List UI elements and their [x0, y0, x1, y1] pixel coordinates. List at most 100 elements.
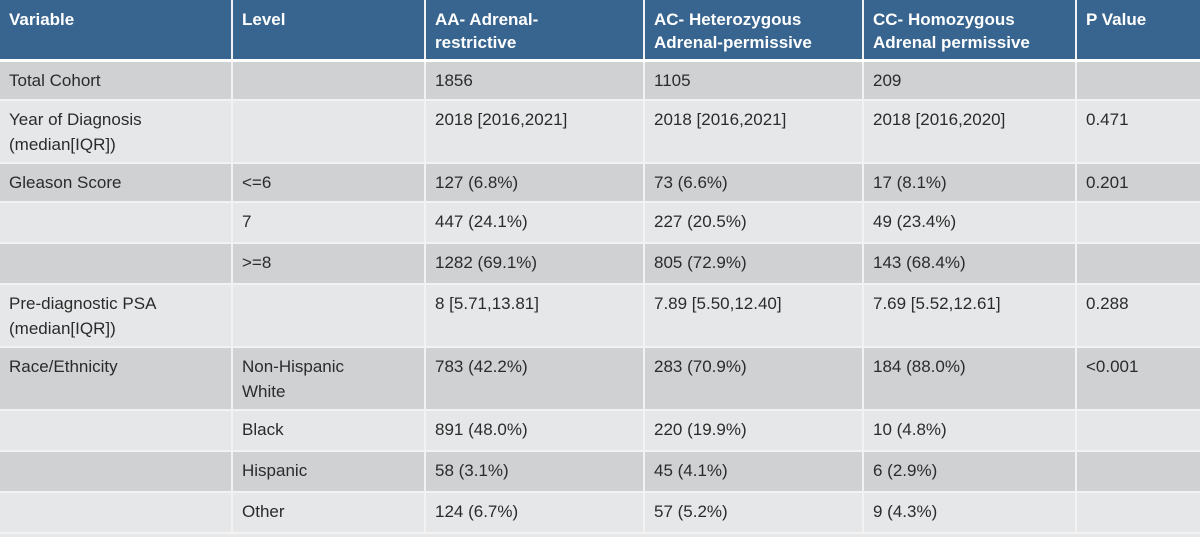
cell-level	[232, 60, 426, 101]
cell-variable	[0, 201, 233, 244]
cell-text: 2018 [2016,2021]	[654, 109, 787, 129]
cell-text: Other	[242, 501, 285, 521]
table-row: Hispanic 58 (3.1%) 45 (4.1%) 6 (2.9%)	[0, 450, 1200, 493]
cell-aa-adrenal-restrictive: 891 (48.0%)	[425, 409, 645, 452]
cell-variable: Year of Diagnosis (median[IQR])	[0, 99, 233, 164]
cell-cc-homozygous: 184 (88.0%)	[863, 346, 1077, 411]
cell-variable: Race/Ethnicity	[0, 346, 233, 411]
cell-text: <=6	[242, 172, 272, 192]
cell-text: 57 (5.2%)	[654, 501, 728, 521]
cell-text: 7	[242, 211, 252, 231]
table-row: Race/Ethnicity Non-Hispanic White 783 (42.2…	[0, 346, 1200, 411]
cell-aa-adrenal-restrictive: 58 (3.1%)	[425, 450, 645, 493]
column-header-line: P Value	[1086, 10, 1147, 29]
cell-cc-homozygous: 2018 [2016,2020]	[863, 99, 1077, 164]
cell-cc-homozygous: 17 (8.1%)	[863, 162, 1077, 203]
cell-text: 184 (88.0%)	[873, 356, 966, 376]
cell-text: Total Cohort	[9, 71, 101, 90]
cell-text: 7.69 [5.52,12.61]	[873, 293, 1001, 313]
cell-ac-heterozygous: 73 (6.6%)	[644, 162, 864, 203]
table-row: Black 891 (48.0%) 220 (19.9%) 10 (4.8%)	[0, 409, 1200, 452]
cell-text: 124 (6.7%)	[435, 501, 519, 521]
cell-p-value: 0.201	[1076, 162, 1200, 203]
column-header-line: Adrenal-permissive	[654, 33, 812, 52]
cell-text: 7.89 [5.50,12.40]	[654, 293, 782, 313]
cell-text: 73 (6.6%)	[654, 172, 728, 192]
cell-aa-adrenal-restrictive: 124 (6.7%)	[425, 491, 645, 534]
cell-level: Hispanic	[232, 450, 426, 493]
column-header-ac-heterozygous: AC- Heterozygous Adrenal-permissive	[644, 0, 864, 62]
table-row: Gleason Score <=6 127 (6.8%) 73 (6.6%) 17 (8…	[0, 162, 1200, 203]
cell-text: 209	[873, 71, 902, 90]
cell-ac-heterozygous: 7.89 [5.50,12.40]	[644, 283, 864, 348]
column-header-line: AC- Heterozygous	[654, 10, 802, 29]
cell-p-value: 0.471	[1076, 99, 1200, 164]
cell-p-value	[1076, 491, 1200, 534]
cell-aa-adrenal-restrictive: 127 (6.8%)	[425, 162, 645, 203]
cell-text: 891 (48.0%)	[435, 419, 528, 439]
cell-text: 805 (72.9%)	[654, 252, 747, 272]
cell-text: 447 (24.1%)	[435, 211, 528, 231]
cell-text: 45 (4.1%)	[654, 460, 728, 480]
cell-level: 7	[232, 201, 426, 244]
column-header-line: Adrenal permissive	[873, 33, 1030, 52]
column-header-variable: Variable	[0, 0, 233, 62]
cell-text: 6 (2.9%)	[873, 460, 938, 480]
cell-variable: Pre-diagnostic PSA (median[IQR])	[0, 283, 233, 348]
cell-text: 49 (23.4%)	[873, 211, 957, 231]
cell-text: 17 (8.1%)	[873, 172, 947, 192]
cell-text: 227 (20.5%)	[654, 211, 747, 231]
column-header-line: restrictive	[435, 33, 517, 52]
cell-variable	[0, 450, 233, 493]
cell-level: Other	[232, 491, 426, 534]
cell-text: Non-Hispanic	[242, 356, 345, 376]
header-row: Variable Level AA- Adrenal-restrictive AC- …	[0, 0, 1200, 62]
cell-text: White	[242, 381, 286, 401]
cell-text: 143 (68.4%)	[873, 252, 966, 272]
cell-text: Gleason Score	[9, 172, 122, 192]
cell-text: Race/Ethnicity	[9, 356, 118, 376]
cell-text: 1856	[435, 71, 473, 90]
cell-aa-adrenal-restrictive: 447 (24.1%)	[425, 201, 645, 244]
cell-ac-heterozygous: 220 (19.9%)	[644, 409, 864, 452]
table-row: Total Cohort 1856 1105 209	[0, 60, 1200, 101]
cell-text: 0.471	[1086, 109, 1129, 129]
cell-p-value	[1076, 450, 1200, 493]
cell-text: 1282 (69.1%)	[435, 252, 538, 272]
cell-text: 10 (4.8%)	[873, 419, 947, 439]
cell-aa-adrenal-restrictive: 8 [5.71,13.81]	[425, 283, 645, 348]
cell-ac-heterozygous: 45 (4.1%)	[644, 450, 864, 493]
table-row: 7 447 (24.1%) 227 (20.5%) 49 (23.4%)	[0, 201, 1200, 244]
cell-text: 58 (3.1%)	[435, 460, 509, 480]
table-body: Total Cohort 1856 1105 209 Year of Diagnosis…	[0, 60, 1200, 534]
cell-level: >=8	[232, 242, 426, 285]
table-header: Variable Level AA- Adrenal-restrictive AC- …	[0, 0, 1200, 62]
cell-cc-homozygous: 143 (68.4%)	[863, 242, 1077, 285]
cell-aa-adrenal-restrictive: 1282 (69.1%)	[425, 242, 645, 285]
cell-p-value	[1076, 201, 1200, 244]
cell-text: 2018 [2016,2021]	[435, 109, 568, 129]
cell-ac-heterozygous: 1105	[644, 60, 864, 101]
cell-text: 2018 [2016,2020]	[873, 109, 1006, 129]
cell-text: 1105	[654, 71, 691, 90]
column-header-aa-adrenal-restrictive: AA- Adrenal-restrictive	[425, 0, 645, 62]
cell-cc-homozygous: 9 (4.3%)	[863, 491, 1077, 534]
cell-cc-homozygous: 209	[863, 60, 1077, 101]
cell-text: (median[IQR])	[9, 134, 116, 154]
cell-p-value	[1076, 242, 1200, 285]
cell-level: <=6	[232, 162, 426, 203]
cell-text: 283 (70.9%)	[654, 356, 747, 376]
cell-cc-homozygous: 10 (4.8%)	[863, 409, 1077, 452]
cell-text: <0.001	[1086, 356, 1139, 376]
cell-aa-adrenal-restrictive: 783 (42.2%)	[425, 346, 645, 411]
cell-ac-heterozygous: 227 (20.5%)	[644, 201, 864, 244]
cell-level	[232, 99, 426, 164]
cell-p-value	[1076, 60, 1200, 101]
cell-cc-homozygous: 49 (23.4%)	[863, 201, 1077, 244]
cell-text: Year of Diagnosis	[9, 109, 142, 129]
column-header-line: Level	[242, 10, 286, 29]
cell-variable: Gleason Score	[0, 162, 233, 203]
cell-text: Black	[242, 419, 284, 439]
